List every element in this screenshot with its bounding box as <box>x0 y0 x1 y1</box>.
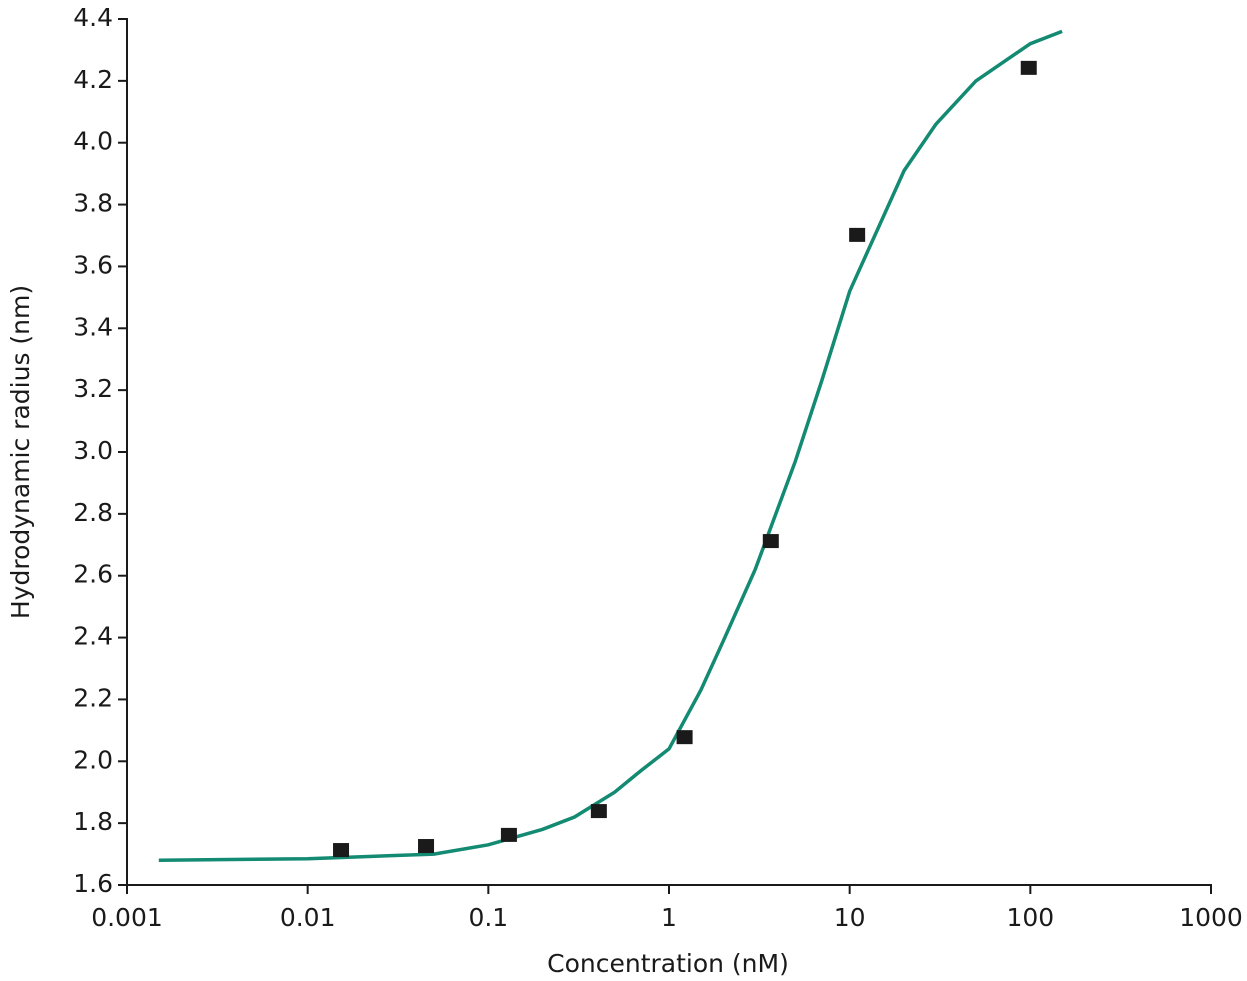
x-tick-label: 0.1 <box>468 903 508 932</box>
y-tick-label: 3.6 <box>73 250 113 279</box>
y-tick-label: 4.0 <box>73 127 113 156</box>
data-point <box>762 534 779 549</box>
y-axis-label: Hydrodynamic radius (nm) <box>6 285 35 619</box>
data-point <box>500 827 517 842</box>
y-tick-label: 2.4 <box>73 622 113 651</box>
x-tick-label: 1000 <box>1179 903 1243 932</box>
y-tick-label: 3.2 <box>73 374 113 403</box>
data-point <box>333 843 350 858</box>
x-tick-label: 0.01 <box>280 903 336 932</box>
x-axis-label: Concentration (nM) <box>547 949 789 978</box>
y-tick-label: 3.4 <box>73 312 113 341</box>
y-tick-label: 2.6 <box>73 560 113 589</box>
y-tick-label: 1.8 <box>73 807 113 836</box>
y-tick-label: 3.0 <box>73 436 113 465</box>
y-tick-label: 4.4 <box>73 3 113 32</box>
data-point <box>590 804 607 819</box>
y-tick-label: 4.2 <box>73 65 113 94</box>
data-point <box>418 839 435 854</box>
data-point <box>1020 60 1037 75</box>
x-tick-label: 100 <box>1006 903 1054 932</box>
data-point <box>676 730 693 745</box>
x-tick-label: 1 <box>661 903 677 932</box>
y-tick-label: 1.6 <box>73 869 113 898</box>
y-tick-label: 2.8 <box>73 498 113 527</box>
y-tick-label: 2.0 <box>73 745 113 774</box>
data-point <box>849 227 866 242</box>
fit-curve <box>158 29 1063 863</box>
x-tick-label: 10 <box>834 903 866 932</box>
y-tick-label: 2.2 <box>73 683 113 712</box>
y-tick-label: 3.8 <box>73 189 113 218</box>
x-tick-label: 0.001 <box>91 903 163 932</box>
